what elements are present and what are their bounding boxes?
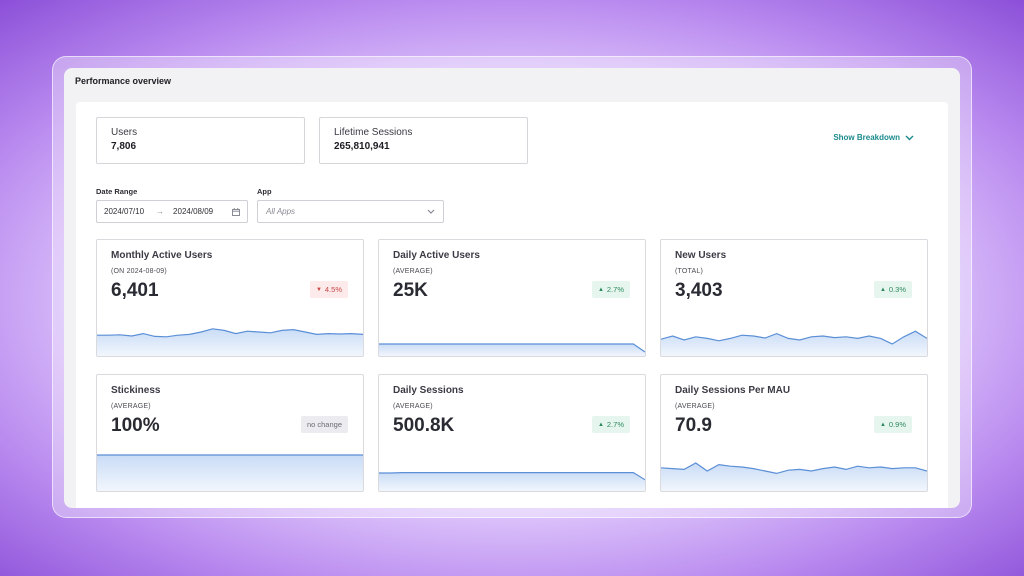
card-subtitle: (AVERAGE) [675, 403, 715, 410]
triangle-down-icon: ▼ [315, 286, 322, 293]
delta-value: 2.7% [606, 420, 624, 429]
date-range-picker[interactable]: 2024/07/10 → 2024/08/09 [96, 200, 248, 223]
chevron-down-icon [905, 135, 914, 140]
arrow-right-icon: → [156, 207, 165, 216]
sessions-summary: Lifetime Sessions 265,810,941 [319, 117, 528, 164]
card-value: 100% [111, 415, 160, 436]
new-users-card[interactable]: New Users (TOTAL) 3,403 ▲ 0.3% [660, 239, 928, 357]
card-title: New Users [675, 250, 727, 261]
sessions-value: 265,810,941 [334, 141, 390, 152]
sparkline-chart [379, 343, 645, 356]
sparkline-line [379, 472, 645, 481]
sparkline-line [661, 330, 927, 345]
date-end[interactable]: 2024/08/09 [173, 207, 214, 216]
triangle-up-icon: ▲ [597, 421, 604, 428]
card-title: Monthly Active Users [111, 250, 213, 261]
monthly-active-users-card[interactable]: Monthly Active Users (ON 2024-08-09) 6,401… [96, 239, 364, 357]
performance-window: Performance overview Users 7,806 Lifetim… [64, 68, 960, 508]
users-label: Users [111, 127, 138, 138]
card-subtitle: (AVERAGE) [393, 268, 433, 275]
card-subtitle: (ON 2024-08-09) [111, 268, 167, 275]
sparkline-chart [661, 462, 927, 491]
triangle-up-icon: ▲ [879, 286, 886, 293]
delta-value: 4.5% [324, 285, 342, 294]
date-start[interactable]: 2024/07/10 [104, 207, 145, 216]
triangle-up-icon: ▲ [879, 421, 886, 428]
card-subtitle: (AVERAGE) [393, 403, 433, 410]
daily-sessions-per-mau-card[interactable]: Daily Sessions Per MAU (AVERAGE) 70.9 ▲ 0.9% [660, 374, 928, 492]
delta-badge: ▲ 0.9% [873, 416, 912, 433]
card-value: 70.9 [675, 415, 712, 436]
sparkline-chart [661, 330, 927, 356]
triangle-up-icon: ▲ [597, 286, 604, 293]
sparkline-line [379, 343, 645, 353]
card-title: Daily Sessions Per MAU [675, 385, 791, 396]
app-select[interactable]: All Apps [257, 200, 444, 223]
card-title: Daily Active Users [393, 250, 480, 261]
app-select-value: All Apps [266, 207, 296, 216]
sparkline-area [97, 455, 363, 491]
app-label: App [257, 187, 272, 196]
delta-badge: ▲ 0.3% [873, 281, 912, 298]
card-title: Stickiness [111, 385, 161, 396]
date-range-label: Date Range [96, 187, 138, 196]
sparkline-area [379, 344, 645, 356]
sparkline-area [97, 328, 363, 356]
sparkline-chart [97, 328, 363, 356]
delta-badge: ▲ 2.7% [591, 416, 630, 433]
delta-value: 2.7% [606, 285, 624, 294]
daily-sessions-card[interactable]: Daily Sessions (AVERAGE) 500.8K ▲ 2.7% [378, 374, 646, 492]
delta-badge: ▲ 2.7% [591, 281, 630, 298]
daily-active-users-card[interactable]: Daily Active Users (AVERAGE) 25K ▲ 2.7% [378, 239, 646, 357]
sparkline-area [661, 331, 927, 356]
show-breakdown-label: Show Breakdown [833, 133, 900, 142]
card-subtitle: (AVERAGE) [111, 403, 151, 410]
users-value: 7,806 [111, 141, 137, 152]
overview-panel: Users 7,806 Lifetime Sessions 265,810,94… [76, 102, 948, 508]
sparkline-line [97, 328, 363, 338]
card-value: 6,401 [111, 280, 159, 301]
delta-badge: ▼ 4.5% [309, 281, 348, 298]
delta-value: 0.3% [888, 285, 906, 294]
calendar-icon[interactable] [232, 207, 240, 216]
show-breakdown-button[interactable]: Show Breakdown [833, 133, 914, 142]
sparkline-chart [379, 472, 645, 491]
card-value: 500.8K [393, 415, 455, 436]
sparkline-area [661, 463, 927, 491]
delta-value: 0.9% [888, 420, 906, 429]
page-title: Performance overview [75, 76, 172, 86]
delta-badge: no change [300, 416, 348, 433]
sparkline-chart [97, 454, 363, 491]
card-title: Daily Sessions [393, 385, 464, 396]
users-summary: Users 7,806 [96, 117, 305, 164]
sparkline-line [661, 462, 927, 475]
card-subtitle: (TOTAL) [675, 268, 703, 275]
card-value: 3,403 [675, 280, 723, 301]
stickiness-card[interactable]: Stickiness (AVERAGE) 100% no change [96, 374, 364, 492]
delta-value: no change [306, 420, 342, 429]
sessions-label: Lifetime Sessions [334, 127, 413, 138]
card-value: 25K [393, 280, 428, 301]
chevron-down-icon [427, 209, 435, 214]
sparkline-area [379, 472, 645, 491]
